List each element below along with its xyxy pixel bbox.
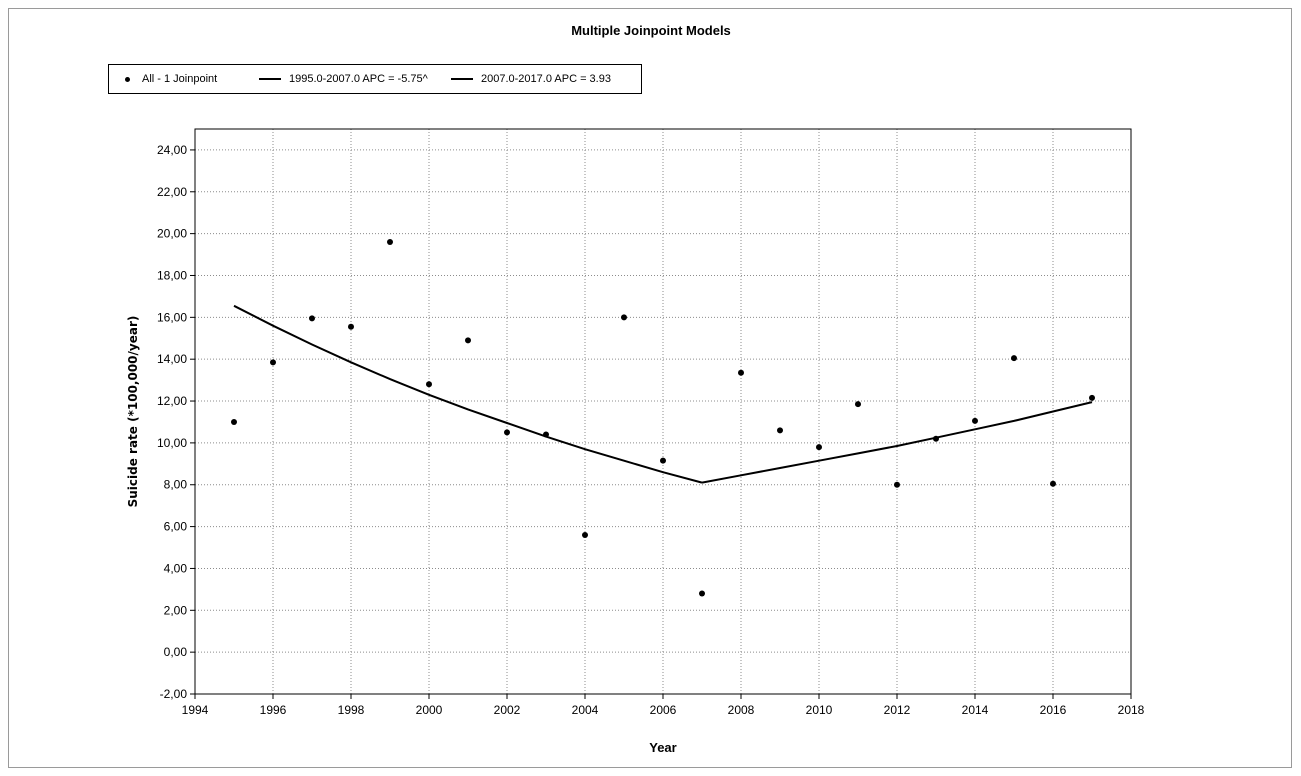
line-marker-icon [259,78,281,80]
data-point [699,590,705,597]
data-point [972,417,978,424]
y-tick-label: 14,00 [157,352,187,366]
data-point [504,429,510,436]
chart-frame: Multiple Joinpoint Models 1994 1996 1998 20… [8,8,1292,768]
y-tick-label: 24,00 [157,143,187,157]
y-tick-label: -2,00 [160,687,188,701]
x-tick-label: 2004 [572,703,599,717]
y-tick-label: 18,00 [157,268,187,282]
y-tick-label: 6,00 [164,520,188,534]
data-point [933,435,939,442]
x-tick-label: 2012 [884,703,911,717]
y-axis-label: Suicide rate (*100,000/year) [126,316,140,508]
line-marker-icon [451,78,473,80]
x-tick-label: 2006 [650,703,677,717]
joinpoint-plot: 1994 1996 1998 2000 2002 2004 2006 2008 2010 2012… [126,128,1145,755]
joinpoint-lines [233,304,1093,484]
dot-marker-icon [125,76,130,82]
data-point [426,381,432,388]
y-tick-label: 2,00 [164,603,188,617]
joinpoint-segment-1 [233,304,703,484]
grid [195,129,1131,694]
data-point [816,444,822,451]
x-tick-label: 2018 [1118,703,1145,717]
data-point [387,239,393,245]
y-tick-label: 10,00 [157,436,187,450]
data-point [855,401,861,408]
data-point [1089,394,1095,401]
data-point [894,481,900,488]
data-point [1011,355,1017,362]
x-tick-label: 1996 [260,703,287,717]
data-point [270,359,276,366]
y-tick-label: 22,00 [157,185,187,199]
y-tick-label: 8,00 [164,478,188,492]
data-point [1050,480,1056,487]
data-point [231,418,237,425]
x-tick-label: 2010 [806,703,833,717]
x-axis-label: Year [649,740,676,755]
axes: 1994 1996 1998 2000 2002 2004 2006 2008 2010 2012… [157,128,1145,717]
joinpoint-segment-2 [701,401,1093,484]
legend-item-points: All - 1 Joinpoint [125,65,217,93]
x-tick-label: 2002 [494,703,521,717]
data-point [738,369,744,376]
data-point [621,314,627,321]
y-tick-label: 16,00 [157,310,187,324]
legend-label: All - 1 Joinpoint [142,73,218,85]
observed-points [231,239,1095,597]
legend-item-segment-2: 2007.0-2017.0 APC = 3.93 [451,65,611,93]
y-tick-label: 4,00 [164,561,188,575]
data-point [582,531,588,538]
legend: All - 1 Joinpoint 1995.0-2007.0 APC = -5… [108,64,642,94]
data-point [543,431,549,438]
data-point [777,427,783,434]
data-point [465,337,471,344]
x-tick-label: 2016 [1040,703,1067,717]
x-tick-label: 1998 [338,703,365,717]
legend-label: 2007.0-2017.0 APC = 3.93 [481,73,611,85]
chart-title: Multiple Joinpoint Models [571,23,731,38]
data-point [309,315,315,322]
x-tick-label: 2008 [728,703,755,717]
legend-item-segment-1: 1995.0-2007.0 APC = -5.75^ [259,65,428,93]
data-point [348,323,354,330]
legend-label: 1995.0-2007.0 APC = -5.75^ [289,73,428,85]
x-tick-label: 1994 [182,703,209,717]
y-tick-label: 20,00 [157,227,187,241]
x-tick-label: 2000 [416,703,443,717]
x-tick-label: 2014 [962,703,989,717]
y-tick-label: 12,00 [157,394,187,408]
data-point [660,457,666,464]
y-tick-label: 0,00 [164,645,188,659]
